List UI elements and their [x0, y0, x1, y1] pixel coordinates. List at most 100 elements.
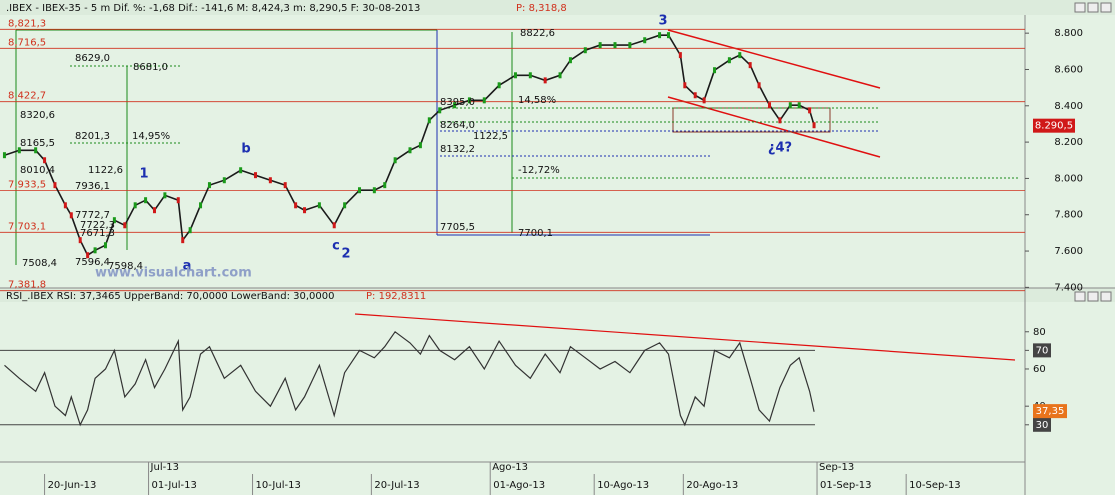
- candle: [69, 212, 73, 219]
- annotation: 7705,5: [440, 222, 475, 233]
- candle: [453, 102, 457, 109]
- candle: [808, 107, 812, 114]
- y-tick-label: 8.000: [1054, 173, 1083, 184]
- annotation: 1122,5: [473, 131, 508, 142]
- annotation: 8320,6: [20, 110, 55, 121]
- rsi-header: RSI_.IBEX RSI: 37,3465 UpperBand: 70,000…: [6, 291, 334, 302]
- candle: [239, 167, 243, 174]
- header: .IBEX - IBEX-35 - 5 m Dif. %: -1,68 Dif.…: [6, 3, 420, 14]
- candle: [123, 222, 127, 229]
- x-tick-label: 20-Jun-13: [48, 480, 97, 491]
- rsi-header-bar: [0, 288, 1115, 302]
- candle: [133, 202, 137, 209]
- candle: [78, 237, 82, 244]
- annotation: 8010,4: [20, 165, 55, 176]
- rsi-tick-label: 70: [1036, 345, 1049, 356]
- candle: [207, 182, 211, 189]
- rsi-band-box: [1033, 343, 1051, 358]
- candle: [613, 42, 617, 49]
- candle: [543, 77, 547, 84]
- month-label: Sep-13: [819, 462, 854, 473]
- candle: [408, 147, 412, 154]
- candle: [788, 102, 792, 109]
- candle: [467, 97, 471, 104]
- wave-label: 3: [658, 14, 667, 29]
- candle: [372, 187, 376, 194]
- candle: [757, 82, 761, 89]
- last-price-label: 8.290,5: [1035, 121, 1073, 132]
- candle: [152, 207, 156, 214]
- header-price: P: 8,318,8: [516, 3, 567, 14]
- annotation: 7700,1: [518, 228, 553, 239]
- window-buttons[interactable]: [1074, 2, 1112, 302]
- candle: [427, 117, 431, 124]
- candle: [144, 197, 148, 204]
- annotation: 7598,4: [108, 261, 143, 272]
- wave-label: c: [332, 239, 340, 254]
- candle: [188, 227, 192, 234]
- x-tick-label: 01-Jul-13: [152, 480, 197, 491]
- candle: [812, 122, 816, 129]
- maximize-button[interactable]: [1087, 2, 1099, 13]
- candle: [727, 57, 731, 64]
- annotation: 7671,3: [80, 228, 115, 239]
- level-label: 7,703,1: [8, 221, 46, 232]
- candle: [93, 247, 97, 254]
- watermark: www.visualchart.com: [95, 266, 252, 281]
- candle: [713, 67, 717, 74]
- level-label: 7,933,5: [8, 179, 46, 190]
- level-label: 8,422,7: [8, 91, 46, 102]
- annotation: 14,58%: [518, 95, 556, 106]
- x-tick-label: 20-Ago-13: [686, 480, 738, 491]
- range-box: [672, 107, 831, 133]
- x-tick-label: 01-Sep-13: [820, 480, 872, 491]
- candle: [17, 147, 21, 154]
- minimize-button[interactable]: [1074, 2, 1086, 13]
- candle: [34, 147, 38, 154]
- annotation: 7772,7: [75, 210, 110, 221]
- candle: [482, 97, 486, 104]
- rsi-tick-label: 30: [1036, 420, 1049, 431]
- rsi-maximize-button[interactable]: [1087, 291, 1099, 302]
- wave-label: a: [183, 259, 192, 274]
- candle: [497, 82, 501, 89]
- candle: [666, 32, 670, 39]
- candle: [112, 217, 116, 224]
- month-label: Jul-13: [150, 462, 179, 473]
- rsi-minimize-button[interactable]: [1074, 291, 1086, 302]
- candle: [438, 107, 442, 114]
- close-button[interactable]: [1100, 2, 1112, 13]
- wave-label: 1: [139, 167, 148, 182]
- candle: [383, 182, 387, 189]
- annotation: 7508,4: [22, 258, 57, 269]
- candle: [294, 202, 298, 209]
- candle: [558, 72, 562, 79]
- candle: [268, 177, 272, 184]
- month-label: Ago-13: [492, 462, 528, 473]
- candle: [254, 172, 258, 179]
- candle: [778, 117, 782, 124]
- candle: [513, 72, 517, 79]
- last-price-box: [1033, 118, 1075, 133]
- candle: [628, 42, 632, 49]
- candle: [86, 252, 90, 259]
- candle: [317, 202, 321, 209]
- candle: [583, 47, 587, 54]
- level-label: 8,716,5: [8, 37, 46, 48]
- annotation: 8165,5: [20, 138, 55, 149]
- rsi-tick-label: 60: [1033, 364, 1046, 375]
- candle: [199, 202, 203, 209]
- annotation: 8822,6: [520, 28, 555, 39]
- annotation: 7722,3: [80, 220, 115, 231]
- candle: [678, 52, 682, 59]
- candle: [702, 97, 706, 104]
- annotation: 8132,2: [440, 144, 475, 155]
- annotation: 8629,0: [75, 53, 110, 64]
- annotation: 7596,4: [75, 257, 110, 268]
- annotation: 8681,0: [133, 62, 168, 73]
- candle: [332, 222, 336, 229]
- candle: [53, 182, 57, 189]
- rsi-close-button[interactable]: [1100, 291, 1112, 302]
